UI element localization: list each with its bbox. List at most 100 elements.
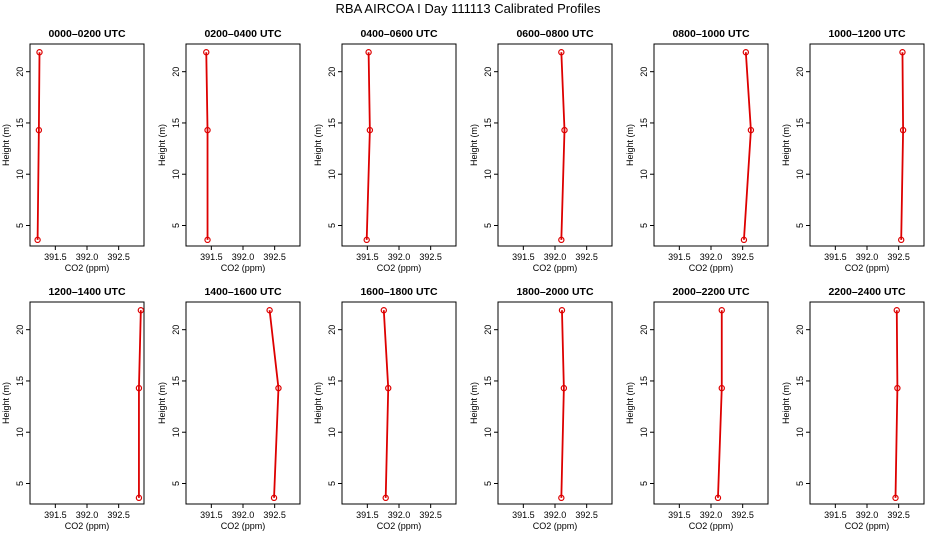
plot-frame <box>29 43 145 247</box>
data-point <box>363 236 370 244</box>
x-axis-label: CO2 (ppm) <box>533 263 578 273</box>
panel-title: 2200–2400 UTC <box>828 286 905 298</box>
data-point <box>894 384 901 392</box>
data-point <box>266 307 273 314</box>
y-tick-label: 20 <box>327 67 337 77</box>
data-point <box>204 126 211 134</box>
data-point <box>893 307 900 314</box>
plot-frame <box>185 43 301 247</box>
x-tick-label: 392.0 <box>76 510 99 520</box>
data-point <box>385 384 392 392</box>
data-point <box>560 384 568 392</box>
x-axis-label: CO2 (ppm) <box>845 263 890 273</box>
panel-title: 0400–0600 UTC <box>360 28 437 40</box>
plot-frame <box>497 301 613 505</box>
panel-title: 0000–0200 UTC <box>48 28 125 40</box>
profile-line <box>36 52 41 240</box>
x-tick-label: 392.0 <box>544 510 567 520</box>
y-tick-label: 10 <box>171 427 181 437</box>
x-axis-label: CO2 (ppm) <box>533 521 578 531</box>
plot-frame <box>809 43 925 247</box>
y-tick-label: 5 <box>171 481 181 486</box>
y-axis-label: Height (m) <box>781 124 791 166</box>
data-point <box>35 126 43 134</box>
profile-line <box>268 310 280 498</box>
data-point <box>34 236 41 244</box>
y-tick-label: 15 <box>327 376 337 386</box>
data-point <box>742 49 750 56</box>
data-point <box>382 494 389 502</box>
x-tick-label: 392.5 <box>263 510 286 520</box>
profile-line <box>900 52 905 240</box>
profile-line <box>560 310 565 498</box>
y-tick-label: 5 <box>639 481 649 486</box>
data-point <box>898 236 905 244</box>
y-tick-label: 15 <box>483 376 493 386</box>
x-tick-label: 392.0 <box>544 252 567 262</box>
y-axis-label: Height (m) <box>1 124 11 166</box>
y-tick-label: 15 <box>795 118 805 128</box>
data-point <box>558 49 565 56</box>
x-tick-label: 391.5 <box>824 252 847 262</box>
y-axis-label: Height (m) <box>469 382 479 424</box>
plot-frame <box>497 43 613 247</box>
y-axis-label: Height (m) <box>781 382 791 424</box>
x-tick-label: 391.5 <box>200 252 223 262</box>
x-tick-label: 392.0 <box>76 252 99 262</box>
data-point <box>366 126 374 134</box>
y-tick-label: 20 <box>327 325 337 335</box>
profile-line <box>382 310 390 498</box>
x-tick-label: 392.5 <box>263 252 286 262</box>
x-tick-label: 391.5 <box>44 510 67 520</box>
panel-title: 0200–0400 UTC <box>204 28 281 40</box>
x-axis-label: CO2 (ppm) <box>65 263 110 273</box>
data-point <box>740 236 748 244</box>
x-tick-label: 392.5 <box>731 252 754 262</box>
y-tick-label: 5 <box>327 223 337 228</box>
panel-title: 1400–1600 UTC <box>204 286 281 298</box>
y-tick-label: 5 <box>795 223 805 228</box>
y-tick-label: 10 <box>327 427 337 437</box>
y-tick-label: 15 <box>795 376 805 386</box>
plot-frame <box>653 43 769 247</box>
x-tick-label: 391.5 <box>512 252 535 262</box>
x-axis-label: CO2 (ppm) <box>377 521 422 531</box>
x-tick-label: 391.5 <box>512 510 535 520</box>
x-tick-label: 391.5 <box>824 510 847 520</box>
plot-frame <box>809 301 925 505</box>
data-point <box>899 49 906 56</box>
y-axis-label: Height (m) <box>313 124 323 166</box>
y-tick-label: 15 <box>171 376 181 386</box>
y-tick-label: 5 <box>795 481 805 486</box>
panel-title: 1800–2000 UTC <box>516 286 593 298</box>
data-point <box>558 307 566 314</box>
x-tick-label: 392.5 <box>419 252 442 262</box>
x-axis-label: CO2 (ppm) <box>221 521 266 531</box>
y-tick-label: 15 <box>327 118 337 128</box>
x-tick-label: 391.5 <box>668 510 691 520</box>
y-tick-label: 10 <box>171 169 181 179</box>
y-tick-label: 10 <box>639 169 649 179</box>
data-point <box>718 307 725 314</box>
y-tick-label: 10 <box>15 427 25 437</box>
data-point <box>204 236 211 244</box>
y-tick-label: 5 <box>327 481 337 486</box>
data-point <box>270 494 278 502</box>
data-point <box>203 49 210 56</box>
x-axis-label: CO2 (ppm) <box>845 521 890 531</box>
y-tick-label: 20 <box>483 67 493 77</box>
y-tick-label: 10 <box>795 427 805 437</box>
y-tick-label: 5 <box>15 223 25 228</box>
data-point <box>718 384 725 392</box>
x-axis-label: CO2 (ppm) <box>689 521 734 531</box>
x-tick-label: 392.0 <box>856 252 879 262</box>
y-tick-label: 10 <box>483 169 493 179</box>
y-tick-label: 15 <box>15 376 25 386</box>
